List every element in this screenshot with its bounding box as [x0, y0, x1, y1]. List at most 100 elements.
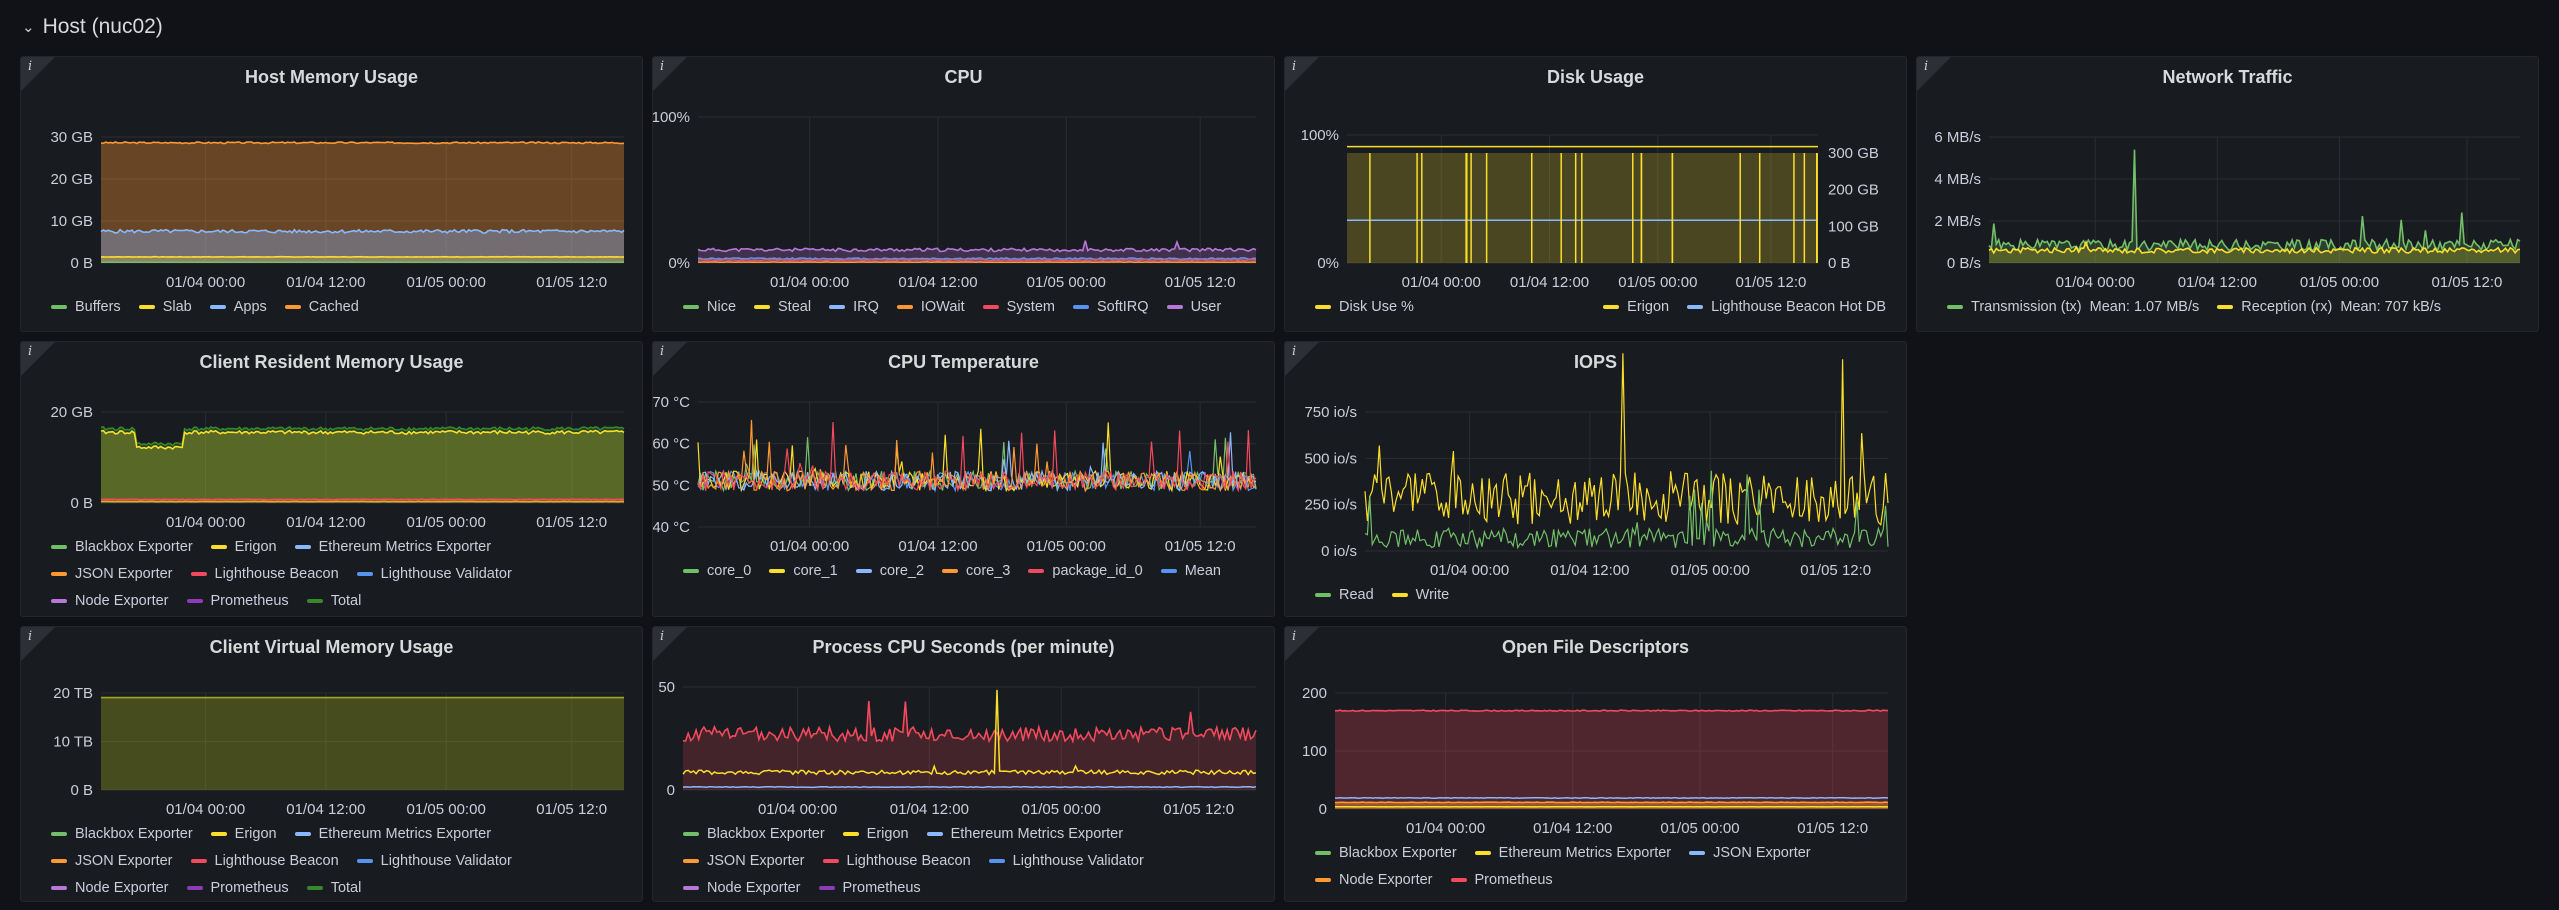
panel-title[interactable]: Host Memory Usage — [244, 67, 419, 87]
legend-item[interactable]: System — [982, 299, 1055, 315]
legend-item[interactable]: Prometheus — [186, 880, 289, 896]
legend-item[interactable]: Node Exporter — [1315, 872, 1433, 888]
panel-disk-usage[interactable]: i Disk Usage 100% 0% 300 GB 200 GB 100 GB 0 B 01… — [1284, 56, 1907, 332]
legend-item[interactable]: Node Exporter — [683, 880, 801, 896]
legend-item[interactable]: Blackbox Exporter — [1315, 845, 1457, 861]
legend-item[interactable]: Lighthouse Beacon Hot DB — [1687, 299, 1886, 315]
legend-item[interactable]: Write — [1391, 587, 1449, 603]
legend-item[interactable]: JSON Exporter — [1689, 845, 1811, 861]
panel-client-virtual[interactable]: i Client Virtual Memory Usage 20 TB 10 TB 0 … — [20, 626, 643, 902]
panel-title[interactable]: Open File Descriptors — [1501, 637, 1690, 657]
legend-item[interactable]: Prometheus — [1450, 872, 1553, 888]
legend-item[interactable]: Ethereum Metrics Exporter — [294, 539, 491, 555]
panel-cpu[interactable]: i CPU 100% 0% 01/04 00:00 01/04 12:00 01/05 00… — [652, 56, 1275, 332]
legend-item[interactable]: Read — [1315, 587, 1374, 603]
panel-corner — [653, 57, 687, 91]
legend-item[interactable]: IRQ — [829, 299, 879, 315]
panel-corner — [21, 627, 55, 661]
legend-item[interactable]: User — [1166, 299, 1221, 315]
legend-item[interactable]: Lighthouse Validator — [356, 566, 512, 582]
legend-item[interactable]: JSON Exporter — [51, 853, 173, 869]
legend-item[interactable]: Apps — [209, 299, 267, 315]
info-icon[interactable]: i — [28, 344, 33, 359]
total-line — [100, 425, 625, 447]
panel-process-cpu[interactable]: i Process CPU Seconds (per minute) 50 0 01/0… — [652, 626, 1275, 902]
legend-item[interactable]: core_0 — [683, 563, 751, 579]
panel-cpu-temp[interactable]: i CPU Temperature 70 °C 60 °C 50 °C 40 °C 01/0… — [652, 341, 1275, 617]
legend-item[interactable]: core_1 — [769, 563, 838, 579]
legend-item[interactable]: Mean — [1160, 563, 1221, 579]
legend-item[interactable]: Nice — [683, 299, 736, 315]
legend-item[interactable]: Cached — [284, 299, 359, 315]
info-icon[interactable]: i — [1292, 344, 1297, 359]
legend-item[interactable]: Lighthouse Beacon — [190, 566, 339, 582]
legend-item[interactable]: Ethereum Metrics Exporter — [1474, 845, 1671, 861]
legend-item[interactable]: Prometheus — [818, 880, 921, 896]
panel-title[interactable]: Process CPU Seconds (per minute) — [812, 637, 1115, 657]
legend-label: Blackbox Exporter — [707, 826, 825, 842]
info-icon[interactable]: i — [28, 59, 33, 74]
legend-item[interactable]: Erigon — [210, 826, 277, 842]
legend-swatch — [1450, 878, 1467, 882]
legend-item[interactable]: package_id_0 — [1028, 563, 1143, 579]
legend-label: Lighthouse Validator — [380, 853, 512, 869]
info-icon[interactable]: i — [1292, 59, 1297, 74]
legend-item[interactable]: Ethereum Metrics Exporter — [926, 826, 1123, 842]
legend-item[interactable]: JSON Exporter — [683, 853, 805, 869]
legend-item[interactable]: Blackbox Exporter — [683, 826, 825, 842]
legend-item[interactable]: core_2 — [855, 563, 924, 579]
legend-item[interactable]: core_3 — [942, 563, 1010, 579]
panel-title[interactable]: Disk Usage — [1546, 67, 1645, 87]
legend-label: System — [1006, 299, 1055, 315]
panel-title[interactable]: CPU — [944, 67, 983, 87]
legend-item[interactable]: SoftIRQ — [1072, 299, 1149, 315]
legend-item[interactable]: Erigon — [842, 826, 909, 842]
legend-item[interactable]: Transmission (tx) Mean: 1.07 MB/s — [1947, 299, 2199, 315]
legend-item[interactable]: Reception (rx) Mean: 707 kB/s — [2217, 299, 2441, 315]
legend-item[interactable]: Steal — [754, 299, 811, 315]
info-icon[interactable]: i — [1292, 629, 1297, 644]
info-icon[interactable]: i — [660, 59, 665, 74]
panel-network[interactable]: i Network Traffic 6 MB/s 4 MB/s 2 MB/s 0 B/s 0… — [1916, 56, 2539, 332]
legend-item[interactable]: Ethereum Metrics Exporter — [294, 826, 491, 842]
legend-item[interactable]: Lighthouse Validator — [988, 853, 1144, 869]
panel-title[interactable]: IOPS — [1573, 352, 1617, 372]
y-tick-label-right: 100 GB — [1828, 218, 1879, 235]
legend-item[interactable]: Lighthouse Validator — [356, 853, 512, 869]
panel-title[interactable]: Client Virtual Memory Usage — [209, 637, 454, 657]
chevron-down-icon[interactable]: ⌄ — [22, 19, 35, 36]
info-icon[interactable]: i — [28, 629, 33, 644]
legend-item[interactable]: JSON Exporter — [51, 566, 173, 582]
legend-item[interactable]: Erigon — [210, 539, 277, 555]
panel-corner — [1285, 342, 1319, 376]
legend-item[interactable]: Lighthouse Beacon — [822, 853, 971, 869]
legend-item[interactable]: IOWait — [896, 299, 965, 315]
panel-title[interactable]: Network Traffic — [2162, 67, 2293, 87]
legend-label: Apps — [233, 299, 267, 315]
legend-item[interactable]: Blackbox Exporter — [51, 826, 193, 842]
panel-open-fd[interactable]: i Open File Descriptors 200 100 0 01/04 00:00… — [1284, 626, 1907, 902]
legend-item[interactable]: Node Exporter — [51, 593, 169, 609]
legend-item[interactable]: Erigon — [1603, 299, 1669, 315]
panel-client-resident[interactable]: i Client Resident Memory Usage 20 GB 0 B 01/… — [20, 341, 643, 617]
legend-item[interactable]: Disk Use % — [1315, 299, 1414, 315]
panel-title[interactable]: CPU Temperature — [888, 352, 1039, 372]
legend-item[interactable]: Blackbox Exporter — [51, 539, 193, 555]
legend-item[interactable]: Slab — [138, 299, 192, 315]
y-tick-label: 100 — [1302, 743, 1327, 760]
legend-swatch — [769, 569, 786, 573]
legend-item[interactable]: Lighthouse Beacon — [190, 853, 339, 869]
legend-item[interactable]: Prometheus — [186, 593, 289, 609]
info-icon[interactable]: i — [660, 629, 665, 644]
panel-host-memory[interactable]: i Host Memory Usage 30 GB 20 GB 10 GB 0 B 01/0… — [20, 56, 643, 332]
legend-item[interactable]: Node Exporter — [51, 880, 169, 896]
info-icon[interactable]: i — [660, 344, 665, 359]
legend-item[interactable]: Total — [306, 593, 361, 609]
system-line — [697, 258, 1257, 262]
legend-item[interactable]: Total — [306, 880, 361, 896]
panel-iops[interactable]: i IOPS 750 io/s 500 io/s 250 io/s 0 io/s 01/04… — [1284, 341, 1907, 617]
info-icon[interactable]: i — [1924, 59, 1929, 74]
row-header[interactable]: ⌄ Host (nuc02) — [22, 12, 163, 42]
panel-title[interactable]: Client Resident Memory Usage — [199, 352, 464, 372]
legend-item[interactable]: Buffers — [51, 299, 121, 315]
